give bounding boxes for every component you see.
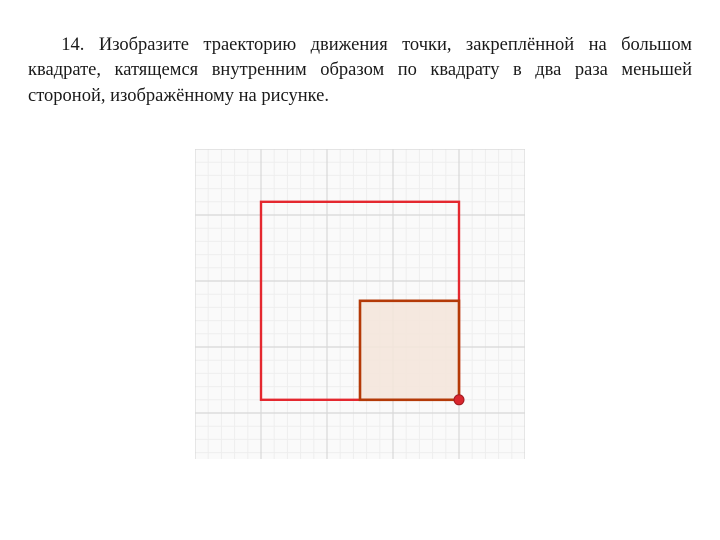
inner-square (360, 301, 459, 400)
problem-number: 14. (61, 35, 84, 55)
figure-container (28, 149, 692, 459)
marked-point (454, 395, 464, 405)
figure-svg (195, 149, 525, 459)
problem-text: 14. Изобразите траекторию движения точки… (28, 33, 692, 110)
page: 14. Изобразите траекторию движения точки… (0, 0, 720, 540)
problem-body: Изобразите траекторию движения точки, за… (28, 35, 692, 106)
figure (195, 149, 525, 459)
